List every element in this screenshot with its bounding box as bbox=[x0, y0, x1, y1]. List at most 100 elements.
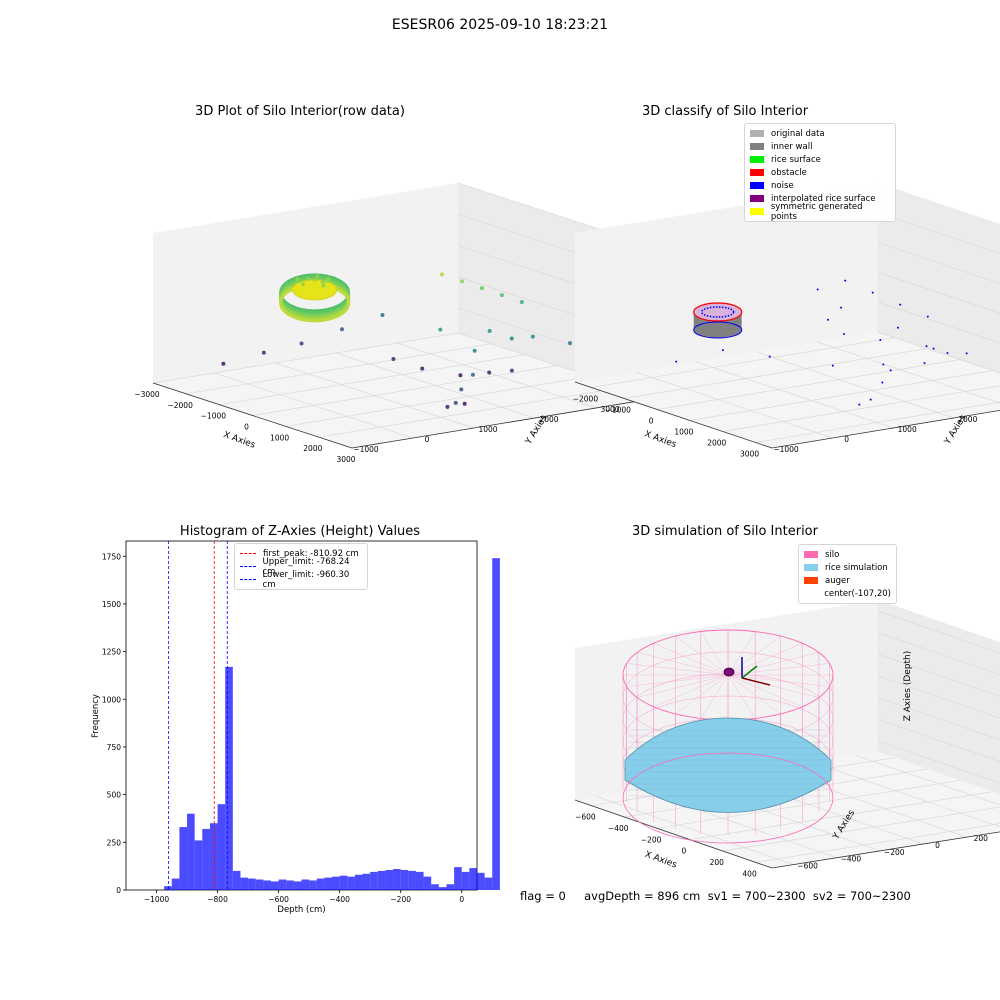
p2-noise-point bbox=[827, 318, 830, 321]
p3-histogram-bar bbox=[309, 880, 317, 890]
status-footer: flag = 0 avgDepth = 896 cm sv1 = 700~230… bbox=[520, 889, 911, 903]
panel2-3d-classify: −2000−10000100020003000−1000010002000300… bbox=[573, 183, 1000, 459]
p4-silo-roof-wire bbox=[727, 674, 756, 719]
p2-ygrid bbox=[817, 341, 1000, 404]
p2-yaxis-line bbox=[771, 409, 1000, 449]
p3-histogram-bar bbox=[255, 879, 264, 890]
figure-title: ESESR06 2025-09-10 18:23:21 bbox=[391, 17, 609, 33]
p1-data-point bbox=[459, 387, 464, 392]
p1-xtick-label: −3000 bbox=[134, 390, 160, 399]
p3-histogram-bar bbox=[446, 884, 455, 890]
p3-histogram-bar bbox=[438, 887, 447, 890]
p4-zgrid bbox=[877, 697, 1000, 741]
p1-data-point bbox=[462, 401, 467, 406]
p2-noise-point bbox=[896, 326, 899, 329]
p2-zgrid bbox=[877, 301, 1000, 344]
p4-silo-roof-wire bbox=[727, 674, 781, 715]
panel1-title: 3D Plot of Silo Interior(row data) bbox=[195, 104, 405, 119]
p2-xaxis-label: X Axies bbox=[643, 429, 678, 450]
p2-xgrid bbox=[722, 385, 1000, 432]
p1-data-point bbox=[459, 279, 464, 284]
p1-data-point bbox=[472, 348, 477, 353]
p3-histogram-bar bbox=[225, 666, 233, 890]
p3-ytick-label: 1250 bbox=[102, 648, 121, 657]
p1-data-point bbox=[499, 293, 504, 298]
legend-label: silo bbox=[825, 549, 840, 560]
p2-ygrid bbox=[756, 351, 954, 419]
legend-swatch bbox=[750, 156, 764, 163]
p1-xgrid bbox=[219, 354, 525, 406]
p4-silo-roof-wire bbox=[637, 674, 729, 698]
p3-histogram-bar bbox=[286, 880, 294, 890]
panel2-legend-item: original data bbox=[750, 127, 890, 140]
p2-noise-point bbox=[831, 364, 834, 367]
p1-xtick-label: 0 bbox=[244, 423, 249, 432]
p3-histogram-bar bbox=[316, 878, 325, 890]
p4-zgrid bbox=[877, 653, 1000, 697]
legend-label: noise bbox=[771, 180, 794, 191]
p4-silo-roof-wire bbox=[700, 631, 729, 676]
p1-data-point bbox=[487, 329, 492, 334]
p1-data-point bbox=[509, 336, 514, 341]
p4-xaxis-line bbox=[574, 799, 773, 869]
p2-zgrid bbox=[877, 212, 1000, 255]
p4-yaxis-line bbox=[771, 831, 1000, 869]
p1-data-point bbox=[306, 276, 311, 281]
p4-xtick-label: 0 bbox=[682, 847, 687, 856]
p1-rice-surface-top bbox=[292, 279, 338, 301]
p3-histogram-bar bbox=[393, 869, 401, 890]
p4-zgrid bbox=[877, 632, 1000, 676]
p2-rice-surface bbox=[693, 302, 743, 322]
p3-histogram-bar bbox=[187, 813, 195, 890]
p3-histogram-bar bbox=[324, 877, 333, 890]
p2-noise-point bbox=[889, 369, 892, 372]
p3-ytick-label: 1000 bbox=[102, 695, 121, 704]
p2-xgrid bbox=[624, 348, 928, 399]
p3-ytick-label: 0 bbox=[116, 886, 121, 895]
p1-data-point bbox=[391, 357, 396, 361]
p3-xtick-label: −200 bbox=[390, 895, 411, 904]
p1-data-point bbox=[458, 373, 463, 378]
p1-xtick-label: −1000 bbox=[201, 412, 227, 421]
p4-ygrid bbox=[596, 796, 794, 865]
p4-xtick-label: 200 bbox=[710, 858, 725, 867]
p1-xaxis-line bbox=[152, 382, 353, 449]
p1-ytick-label: 2000 bbox=[539, 415, 558, 424]
p4-rice-simulation bbox=[624, 717, 832, 813]
p3-histogram-bar bbox=[370, 871, 378, 890]
p2-noise-point bbox=[882, 363, 885, 366]
p3-histogram-bar bbox=[385, 869, 394, 890]
p1-data-point bbox=[568, 341, 572, 346]
panel2-legend-item: rice surface bbox=[750, 153, 890, 166]
p4-zaxis-label: Z Axies (Depth) bbox=[903, 651, 913, 722]
p4-zgrid bbox=[877, 610, 1000, 654]
p1-xtick-label: 3000 bbox=[336, 455, 355, 464]
p2-noise-point bbox=[840, 306, 843, 309]
p1-data-point bbox=[221, 361, 226, 366]
p3-ytick-label: 250 bbox=[107, 838, 122, 847]
p4-auger-axis-y bbox=[741, 665, 758, 679]
p1-data-point bbox=[300, 282, 305, 287]
p4-xtick-label: −600 bbox=[575, 813, 596, 822]
p4-silo-roof-wire bbox=[727, 652, 819, 676]
p4-silo-roof-wire bbox=[653, 642, 729, 676]
p3-histogram-bar bbox=[492, 558, 500, 890]
panel2-title: 3D classify of Silo Interior bbox=[641, 104, 809, 119]
p1-data-point bbox=[321, 283, 326, 288]
p2-zgrid bbox=[877, 331, 1000, 374]
p3-xtick-label: −600 bbox=[268, 895, 289, 904]
p4-zgrid bbox=[877, 719, 1000, 762]
p2-xtick-label: 0 bbox=[649, 417, 654, 426]
p4-center-marker bbox=[723, 667, 735, 677]
p1-data-point bbox=[299, 341, 304, 346]
panel3-legend-item: Lower_limit: -960.30 cm bbox=[240, 570, 362, 590]
p1-xtick-label: 2000 bbox=[303, 444, 322, 453]
p3-histogram-bar bbox=[164, 886, 172, 890]
p4-zgrid bbox=[877, 740, 1000, 784]
p2-noise-point bbox=[946, 352, 949, 354]
p2-noise-point bbox=[675, 360, 678, 363]
legend-swatch bbox=[804, 564, 818, 571]
p2-zgrid bbox=[877, 272, 1000, 314]
p1-xtick-label: −2000 bbox=[167, 401, 193, 410]
p3-ytick-label: 1750 bbox=[102, 552, 121, 561]
